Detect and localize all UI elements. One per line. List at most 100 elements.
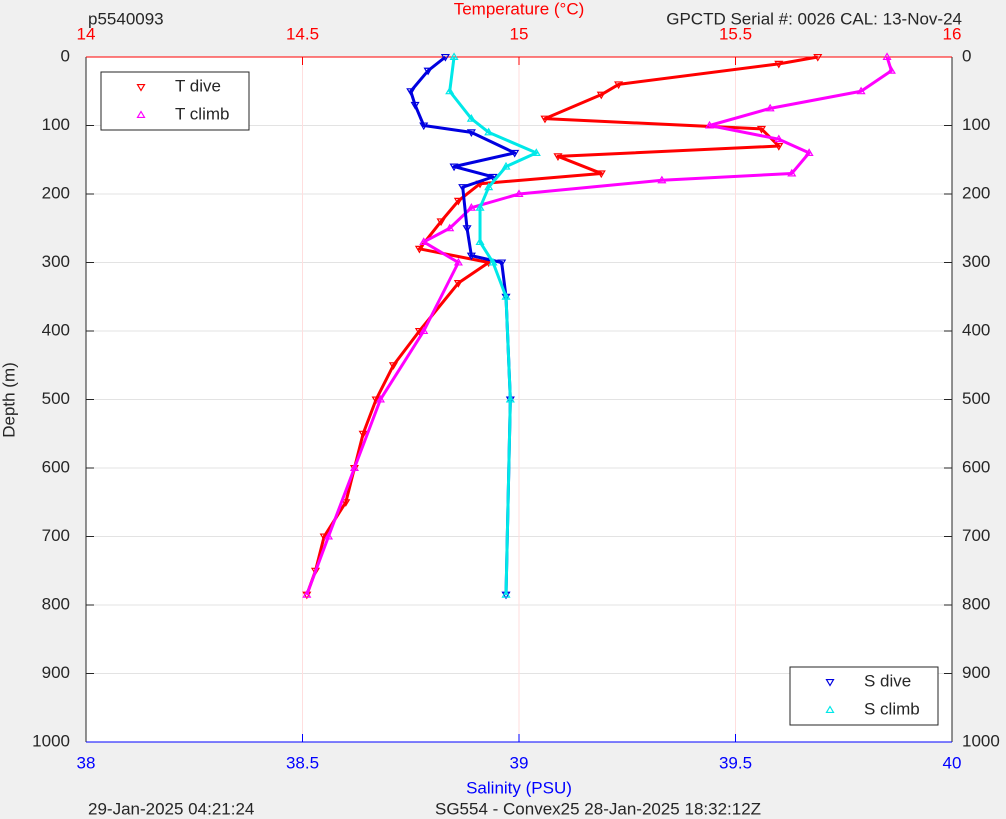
y-axis-title: Depth (m) [0,362,18,438]
y-tick-label-right: 600 [962,457,990,476]
y-tick-label-right: 1000 [962,731,1000,750]
x-tick-label: 14.5 [286,24,319,43]
x2-tick-label: 38.5 [286,753,319,772]
y-tick-label: 200 [42,183,70,202]
y-tick-label: 300 [42,252,70,271]
data-point [453,197,463,206]
data-point [484,182,494,191]
y-tick-label: 400 [42,320,70,339]
legend-box [100,71,250,131]
data-point [882,52,892,61]
data-point [886,66,896,74]
series-trace [448,56,538,595]
series-trace [305,56,893,596]
data-point [323,531,334,540]
data-point [458,184,468,192]
legend-label: T climb [175,104,229,123]
data-point [453,257,463,266]
footer-left: 29-Jan-2025 04:21:24 [88,799,254,818]
data-point [505,394,515,403]
data-point [419,326,429,335]
data-point [466,129,476,138]
y-tick-label: 1000 [32,731,70,750]
y-tick-label: 100 [42,115,70,134]
data-point [388,362,398,370]
legend-label: S climb [864,699,920,718]
data-point [774,134,784,143]
x2-tick-label: 40 [943,753,962,772]
legend-marker [825,678,835,687]
data-point [375,394,385,403]
data-point [410,101,420,110]
data-point [813,53,823,62]
data-point [414,245,424,254]
data-point [596,91,606,100]
x-axis-title: Temperature (°C) [454,0,585,18]
data-point [475,203,485,211]
data-point [466,252,476,261]
data-point [419,237,429,245]
data-point [341,499,351,507]
data-point [302,590,312,598]
data-point [501,590,511,598]
data-point [440,53,450,62]
y-tick-label: 0 [61,46,70,65]
data-point [423,67,433,76]
y-tick-label: 600 [42,457,70,476]
data-point [614,81,624,90]
legend-marker [136,83,146,92]
y-tick-label-right: 0 [962,46,971,65]
data-point [765,103,775,112]
data-point [787,168,797,177]
legend-label: S dive [864,671,911,690]
data-point [704,120,715,129]
data-point [804,148,814,156]
x2-tick-label: 39 [510,753,529,772]
x2-tick-label: 39.5 [719,753,752,772]
data-point [349,463,360,472]
data-point [497,259,507,268]
data-point [445,223,455,232]
data-point [553,153,563,162]
data-point [445,86,455,95]
data-point [436,218,446,227]
legend-marker [825,705,835,714]
y-tick-label-right: 300 [962,252,990,271]
series-trace [409,55,517,595]
data-point [475,237,485,245]
data-point [488,173,498,182]
data-point [462,225,472,233]
data-point [449,163,459,172]
y-tick-label: 800 [42,594,70,613]
data-point [501,292,511,300]
y-tick-label: 700 [42,526,70,545]
y-tick-label-right: 800 [962,594,990,613]
title-right: GPCTD Serial #: 0026 CAL: 13-Nov-24 [666,9,962,28]
data-point [596,170,606,179]
legend-label: T dive [175,76,221,95]
legend-marker [136,110,146,119]
data-point [466,203,476,211]
data-point [466,113,476,122]
x-tick-label: 15.5 [719,24,752,43]
data-point [449,52,459,61]
y-tick-label-right: 700 [962,526,990,545]
data-point [358,430,368,439]
data-point [756,125,767,134]
data-point [540,115,550,124]
y-tick-label-right: 500 [962,389,990,408]
legend-box [789,666,939,726]
y-tick-label-right: 400 [962,320,990,339]
data-point [406,88,416,96]
y-tick-label-right: 900 [962,663,990,682]
x-tick-label: 16 [943,24,962,43]
y-tick-label: 900 [42,663,70,682]
data-point [453,280,463,288]
data-point [856,86,866,95]
data-point [774,60,784,69]
y-tick-label: 500 [42,389,70,408]
data-point [488,257,498,266]
x-tick-label: 14 [77,24,96,43]
data-point [657,175,667,184]
